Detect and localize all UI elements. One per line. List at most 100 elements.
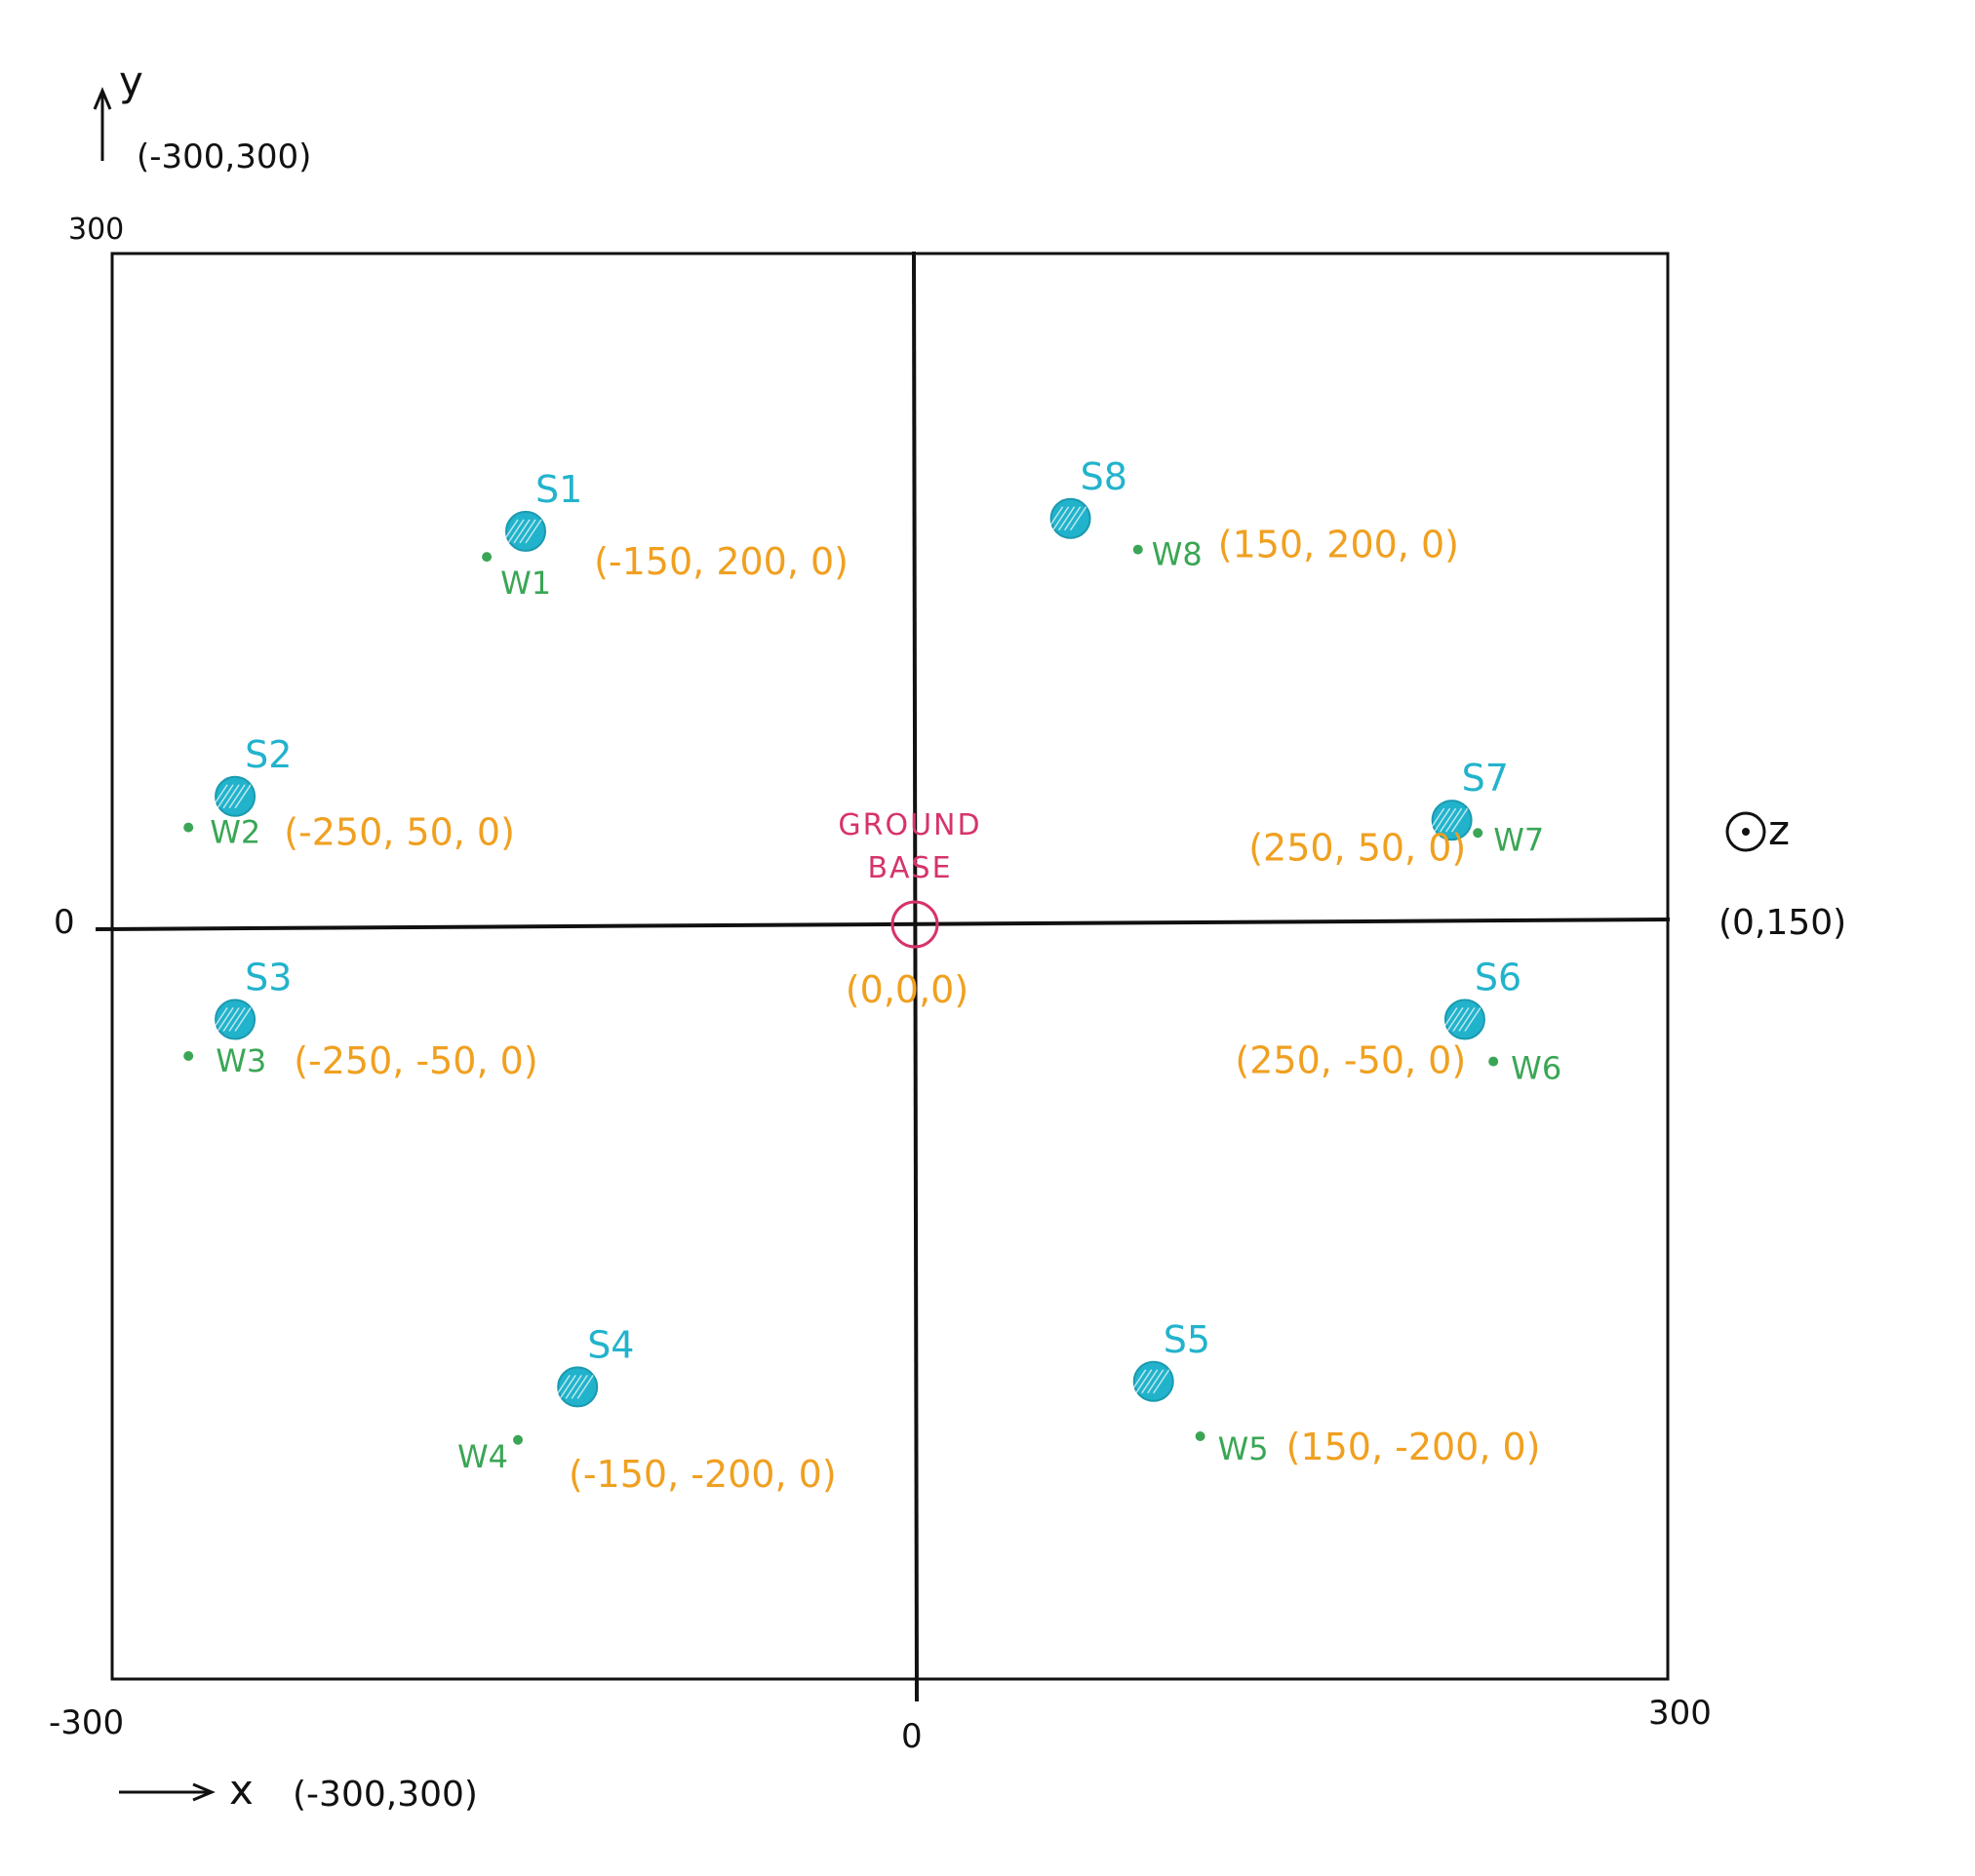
sensor-hatch-mark bbox=[1147, 1369, 1165, 1394]
sensor-hatch-mark bbox=[217, 784, 234, 809]
sensor-marker bbox=[215, 998, 257, 1040]
waypoint-coordinate: (-150, 200, 0) bbox=[594, 540, 849, 583]
waypoint-w1: W1 (-150, 200, 0) bbox=[482, 540, 849, 602]
sensor-hatch-mark bbox=[1450, 807, 1469, 833]
sensors-layer: S1 S2 S3 S4 S5 S6 S7 S8 bbox=[211, 455, 1521, 1408]
waypoint-dot bbox=[1473, 828, 1483, 839]
waypoint-w2: W2 (-250, 50, 0) bbox=[183, 811, 515, 854]
sensor-hatch-mark bbox=[1046, 506, 1064, 531]
waypoint-label: W5 bbox=[1218, 1430, 1269, 1467]
sensor-label: S5 bbox=[1164, 1318, 1210, 1361]
waypoint-coordinate: (-250, 50, 0) bbox=[284, 811, 515, 854]
waypoint-dot bbox=[1132, 544, 1143, 555]
waypoint-w8: W8 (150, 200, 0) bbox=[1132, 524, 1459, 573]
sensor-marker bbox=[1049, 497, 1091, 539]
sensor-hatch-mark bbox=[228, 784, 246, 809]
sensor-hatch-mark bbox=[507, 519, 525, 544]
sensor-s5: S5 bbox=[1129, 1318, 1210, 1402]
sensor-hatch-mark bbox=[1439, 807, 1457, 833]
waypoint-dot bbox=[482, 552, 493, 563]
y-axis-zero-label: 0 bbox=[54, 903, 75, 942]
sensor-marker bbox=[215, 775, 257, 817]
z-out-of-page-icon bbox=[1725, 811, 1766, 852]
sensor-hatch-mark bbox=[222, 784, 240, 809]
sensor-hatch-mark bbox=[571, 1374, 588, 1399]
waypoint-dot bbox=[183, 822, 194, 833]
waypoint-label: W7 bbox=[1493, 821, 1544, 858]
y-axis-range-label: (-300,300) bbox=[137, 137, 311, 176]
sensor-hatch-mark bbox=[1452, 1007, 1470, 1032]
y-direction-arrow bbox=[93, 87, 112, 161]
ground-base-coordinate: (0,0,0) bbox=[846, 968, 968, 1011]
x-axis-min-label: -300 bbox=[49, 1703, 124, 1742]
sensor-hatch-mark bbox=[1135, 1369, 1153, 1394]
sensor-hatch-mark bbox=[565, 1374, 582, 1399]
sensor-hatch-mark bbox=[1441, 1007, 1458, 1032]
sensor-hatch-mark bbox=[501, 519, 519, 544]
sensor-s8: S8 bbox=[1046, 455, 1127, 539]
sensor-marker bbox=[557, 1366, 599, 1408]
sensor-hatch-mark bbox=[234, 1007, 252, 1032]
y-axis-max-label: 300 bbox=[68, 213, 124, 247]
x-axis-arrow-label: x bbox=[229, 1766, 254, 1814]
sensor-hatch-mark bbox=[211, 784, 228, 809]
sensor-label: S6 bbox=[1475, 957, 1521, 999]
waypoint-w5: W5 (150, -200, 0) bbox=[1195, 1426, 1541, 1468]
sensor-label: S4 bbox=[587, 1323, 634, 1366]
sensor-s3: S3 bbox=[211, 957, 292, 1040]
waypoint-coordinate: (-150, -200, 0) bbox=[569, 1453, 837, 1496]
sensor-s2: S2 bbox=[211, 733, 292, 817]
sensor-s6: S6 bbox=[1441, 957, 1521, 1040]
sensor-hatch-mark bbox=[228, 1007, 246, 1032]
sensor-hatch-mark bbox=[1427, 807, 1445, 833]
sensor-hatch-mark bbox=[217, 1007, 234, 1032]
waypoint-coordinate: (250, -50, 0) bbox=[1235, 1039, 1466, 1082]
sensor-hatch-mark bbox=[1433, 807, 1451, 833]
waypoint-dot bbox=[183, 1051, 194, 1061]
sensor-hatch-mark bbox=[519, 519, 536, 544]
sensor-hatch-mark bbox=[525, 519, 542, 544]
sensor-hatch-mark bbox=[1153, 1369, 1170, 1394]
waypoint-label: W1 bbox=[500, 565, 551, 602]
sensor-label: S8 bbox=[1081, 455, 1127, 498]
sensor-hatch-mark bbox=[576, 1374, 594, 1399]
sensor-marker bbox=[1443, 998, 1485, 1040]
sensor-hatch-mark bbox=[1444, 807, 1463, 833]
x-direction-arrow bbox=[119, 1782, 216, 1802]
sensor-hatch-mark bbox=[559, 1374, 576, 1399]
waypoint-dot bbox=[1488, 1056, 1499, 1067]
waypoint-coordinate: (150, 200, 0) bbox=[1218, 524, 1459, 567]
sensor-hatch-mark bbox=[1051, 506, 1070, 531]
waypoint-dot bbox=[513, 1434, 524, 1445]
sensor-hatch-mark bbox=[211, 1007, 228, 1032]
ground-base-title-line1: GROUND bbox=[838, 808, 981, 842]
sensor-hatch-mark bbox=[1129, 1369, 1147, 1394]
waypoint-label: W4 bbox=[457, 1438, 508, 1475]
waypoint-coordinate: (-250, -50, 0) bbox=[294, 1039, 537, 1082]
y-axis-arrow-label: y bbox=[119, 58, 143, 105]
x-axis-max-label: 300 bbox=[1648, 1694, 1712, 1733]
waypoint-label: W6 bbox=[1511, 1050, 1561, 1087]
waypoint-w7: W7 (250, 50, 0) bbox=[1248, 821, 1544, 869]
sensor-label: S3 bbox=[245, 957, 292, 999]
waypoint-w3: W3 (-250, -50, 0) bbox=[183, 1039, 538, 1082]
waypoints-layer: W1 (-150, 200, 0) W2 (-250, 50, 0) W3 (-250, … bbox=[183, 524, 1561, 1496]
waypoint-coordinate: (150, -200, 0) bbox=[1286, 1426, 1541, 1468]
sensor-label: S2 bbox=[245, 733, 292, 776]
sensor-hatch-mark bbox=[553, 1374, 571, 1399]
sensor-marker bbox=[1132, 1360, 1174, 1402]
y-axis-line bbox=[912, 251, 919, 1702]
x-axis-line bbox=[95, 918, 1671, 931]
ground-base-title-line2: BASE bbox=[867, 851, 952, 885]
z-axis-range-label: (0,150) bbox=[1718, 903, 1846, 943]
sensor-s1: S1 bbox=[501, 468, 582, 552]
z-axis-label: z bbox=[1768, 806, 1790, 854]
sensor-hatch-mark bbox=[1141, 1369, 1159, 1394]
sensor-marker bbox=[505, 510, 546, 552]
x-axis-zero-label: 0 bbox=[901, 1717, 923, 1756]
x-axis-range-label: (-300,300) bbox=[293, 1775, 478, 1815]
sensor-hatch-mark bbox=[1069, 506, 1087, 531]
sensor-s7: S7 bbox=[1427, 757, 1509, 841]
waypoint-label: W8 bbox=[1152, 536, 1203, 573]
